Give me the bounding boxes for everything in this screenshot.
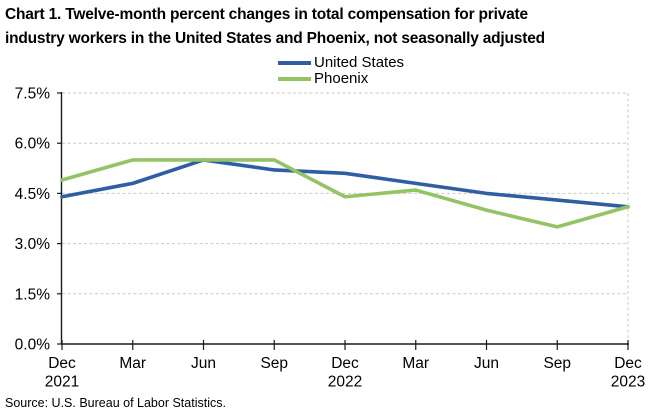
x-tick-label: Sep [543, 355, 571, 372]
source-note: Source: U.S. Bureau of Labor Statistics. [5, 396, 226, 410]
y-tick-label: 4.5% [15, 186, 51, 203]
legend-line-swatch-united-states [278, 61, 311, 65]
series-line-phoenix [60, 158, 630, 229]
chart-title: Chart 1. Twelve-month percent changes in… [5, 3, 665, 51]
chart-legend: United States Phoenix [278, 55, 404, 87]
chart-title-line-2: industry workers in the United States an… [5, 30, 545, 47]
chart-title-line-1: Chart 1. Twelve-month percent changes in… [5, 6, 528, 23]
legend-item-phoenix: Phoenix [278, 71, 404, 87]
legend-label: Phoenix [314, 70, 369, 87]
x-tick-label: Mar [402, 355, 429, 372]
x-tick-label: Mar [119, 355, 146, 372]
y-tick-label: 7.5% [15, 86, 51, 103]
x-tick-label: Dec [48, 355, 76, 372]
legend-label: United States [314, 54, 405, 71]
x-tick-label: Dec [331, 355, 359, 372]
x-tick-label: 2022 [328, 374, 362, 391]
x-tick-label: 2023 [611, 374, 645, 391]
x-tick-label: Jun [474, 355, 499, 372]
y-tick-label: 6.0% [15, 136, 51, 153]
series-line-united-states [60, 158, 630, 209]
x-tick-label: Jun [191, 355, 216, 372]
legend-item-united-states: United States [278, 55, 404, 71]
y-tick-label: 3.0% [15, 236, 51, 253]
x-tick-label: Dec [614, 355, 642, 372]
y-tick-label: 0.0% [15, 337, 51, 354]
x-tick-label: 2021 [45, 374, 79, 391]
y-tick-label: 1.5% [15, 286, 51, 303]
x-tick-label: Sep [260, 355, 288, 372]
legend-line-swatch-phoenix [278, 77, 311, 81]
